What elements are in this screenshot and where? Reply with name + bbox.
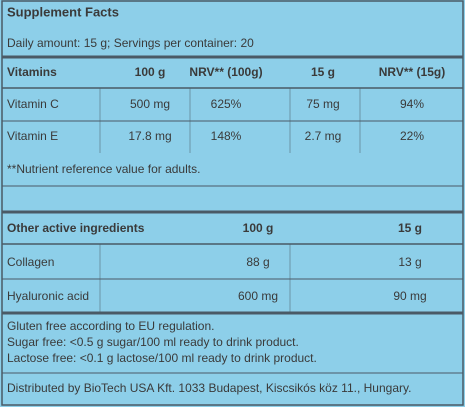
cell: Hyaluronic acid [7, 289, 89, 303]
cell: 13 g [398, 255, 421, 269]
column-header: Other active ingredients [7, 221, 145, 235]
column-header: NRV** (15g) [379, 65, 445, 79]
cell: 500 mg [130, 97, 170, 111]
title: Supplement Facts [7, 4, 119, 19]
cell: 88 g [246, 255, 269, 269]
cell: 600 mg [238, 289, 278, 303]
column-header: NRV** (100g) [189, 65, 262, 79]
cell: Collagen [7, 255, 54, 269]
cell: 2.7 mg [305, 129, 342, 143]
cell: 17.8 mg [128, 129, 171, 143]
cell: 148% [211, 129, 242, 143]
cell: 625% [211, 97, 242, 111]
footnote: **Nutrient reference value for adults. [7, 162, 200, 176]
note: Lactose free: <0.1 g lactose/100 ml read… [7, 351, 317, 365]
column-header: 100 g [243, 221, 274, 235]
column-header: 100 g [135, 65, 166, 79]
note: Gluten free according to EU regulation. [7, 319, 214, 333]
cell: Vitamin E [7, 129, 58, 143]
tables: Vitamins 100 g NRV** (100g) 15 g NRV** (15g)… [2, 65, 463, 313]
cell: Vitamin C [7, 97, 59, 111]
cell: 22% [400, 129, 424, 143]
column-header: Vitamins [7, 65, 57, 79]
cell: 94% [400, 97, 424, 111]
cell: 75 mg [306, 97, 339, 111]
note: Sugar free: <0.5 g sugar/100 ml ready to… [7, 335, 299, 349]
column-header: 15 g [398, 221, 422, 235]
daily-amount: Daily amount: 15 g; Servings per contain… [7, 36, 254, 50]
cell: 90 mg [393, 289, 426, 303]
column-header: 15 g [311, 65, 335, 79]
distributor: Distributed by BioTech USA Kft. 1033 Bud… [7, 381, 411, 395]
